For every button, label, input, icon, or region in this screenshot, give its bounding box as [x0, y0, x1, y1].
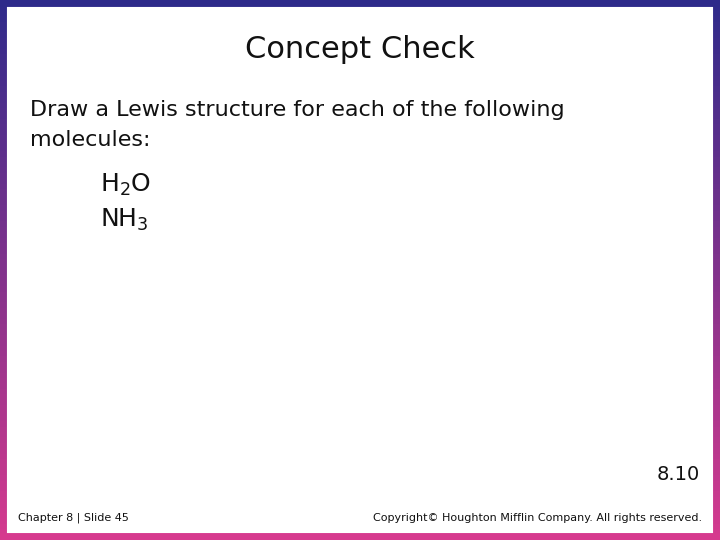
Text: Concept Check: Concept Check	[245, 36, 475, 64]
Text: Copyright© Houghton Mifflin Company. All rights reserved.: Copyright© Houghton Mifflin Company. All…	[373, 513, 702, 523]
Text: 8.10: 8.10	[657, 465, 700, 484]
Text: Draw a Lewis structure for each of the following: Draw a Lewis structure for each of the f…	[30, 100, 564, 120]
Text: H$_2$O: H$_2$O	[100, 172, 151, 198]
Text: molecules:: molecules:	[30, 130, 150, 150]
Text: NH$_3$: NH$_3$	[100, 207, 148, 233]
Text: Chapter 8 | Slide 45: Chapter 8 | Slide 45	[18, 513, 129, 523]
